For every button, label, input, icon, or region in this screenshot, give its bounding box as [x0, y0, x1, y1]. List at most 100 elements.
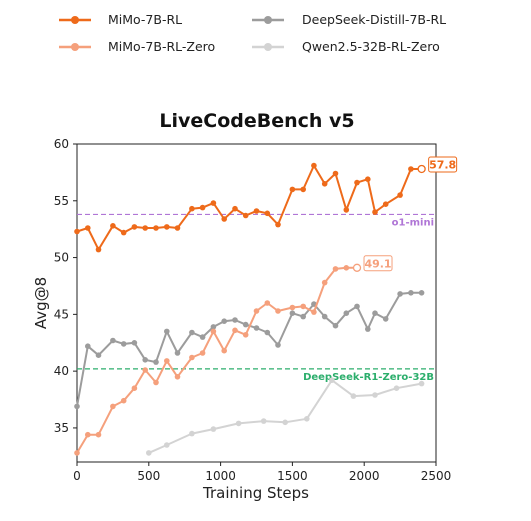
x-tick-label-5: 2500 [421, 469, 452, 483]
series-2-point [221, 318, 227, 325]
y-tick-label-5: 60 [54, 137, 69, 151]
series-1-point [142, 367, 148, 373]
series-0-point [289, 186, 296, 193]
x-tick-label-2: 1000 [205, 469, 236, 483]
series-1-point [153, 379, 159, 386]
series-0-end-label: 57.8 [429, 158, 456, 171]
series-2-point [253, 325, 260, 331]
reference-label-0: o1-mini [392, 217, 434, 228]
series-3-point [304, 416, 310, 422]
series-0-point [275, 221, 281, 228]
series-0-point [365, 176, 371, 182]
series-0-point [382, 201, 389, 207]
series-0-point [242, 212, 249, 219]
series-line-1 [76, 266, 357, 454]
series-2-point [210, 324, 217, 330]
y-axis-label: Avg@8 [32, 277, 50, 329]
series-0-point [397, 192, 403, 198]
series-3-point [146, 450, 152, 456]
series-0-point [321, 181, 328, 187]
series-3-point [329, 377, 335, 384]
series-2-point [74, 403, 80, 410]
series-3-point [418, 380, 425, 387]
series-0-point [142, 225, 148, 231]
ticks-layer: 0 500 1000 1500 2000 2500 35 40 45 50 55 60 [54, 137, 452, 483]
plot-frame [76, 143, 437, 463]
end-labels: 57.8 49.1 [352, 156, 458, 272]
series-2-point [85, 343, 91, 350]
series-1-point [110, 403, 116, 410]
series-0-point [95, 246, 102, 253]
series-0-end-marker [417, 164, 426, 174]
series-0-point [174, 225, 181, 231]
series-1-point [253, 308, 260, 314]
series-1-point [74, 450, 80, 456]
series-2-point [354, 303, 360, 310]
legend-label-3: Qwen2.5-32B-RL-Zero [302, 39, 440, 54]
series-2-point [164, 328, 170, 335]
series-1-point [275, 308, 281, 314]
series-3 [146, 377, 425, 456]
series-0-point [120, 229, 127, 236]
legend-marker-0 [71, 16, 79, 24]
series-2-point [332, 322, 339, 329]
series-line-3 [148, 379, 422, 454]
series-0-point [153, 225, 159, 231]
x-axis-label: Training Steps [202, 484, 309, 502]
series-1-point [321, 279, 328, 286]
legend-marker-1 [71, 43, 79, 51]
series-2-point [418, 290, 425, 296]
series-0-point [199, 204, 206, 211]
series-0-point [300, 186, 307, 193]
series-2-point [110, 337, 116, 344]
series-1-point [242, 332, 249, 338]
series-0-point [354, 179, 360, 186]
legend-label-0: MiMo-7B-RL [108, 12, 182, 27]
series-2-point [365, 326, 371, 332]
series-2-point [382, 316, 389, 322]
series-0-point [253, 208, 260, 214]
series-0 [74, 162, 425, 253]
series-1-point [264, 300, 271, 306]
reference-lines: o1-mini DeepSeek-R1-Zero-32B [77, 213, 436, 383]
series-2-point [189, 329, 195, 336]
series-2-point [242, 321, 249, 328]
series-2-point [174, 350, 181, 356]
y-tick-label-2: 45 [54, 307, 69, 321]
series-0-point [164, 224, 170, 230]
series-3-point [189, 430, 195, 437]
legend-entry-0: MiMo-7B-RL [59, 12, 182, 27]
series-1-point [300, 303, 307, 310]
series-2-point [142, 357, 148, 363]
series-2-point [397, 291, 403, 297]
series-1-point [131, 385, 138, 392]
series-1-end-label: 49.1 [364, 257, 391, 270]
x-tick-label-4: 2000 [349, 469, 380, 483]
series-2-point [321, 313, 328, 320]
series-2-point [264, 329, 271, 336]
series-1-point [199, 350, 206, 356]
series-2-point [120, 341, 127, 347]
series-3-point [372, 392, 378, 398]
series-0-point [221, 216, 227, 222]
legend-marker-3 [264, 43, 272, 51]
reference-label-1: DeepSeek-R1-Zero-32B [303, 372, 434, 383]
series-0-point [408, 166, 414, 172]
series-1-end-marker [352, 263, 362, 272]
series-1-point [189, 354, 195, 361]
series-1-end-label-box [363, 255, 393, 272]
series-1-point [332, 266, 339, 272]
series-0-point [189, 205, 195, 212]
legend-label-1: MiMo-7B-RL-Zero [108, 39, 215, 54]
series-0-point [372, 209, 378, 215]
series-0-point [131, 224, 138, 230]
series-2-point [95, 352, 102, 359]
y-tick-label-3: 50 [54, 251, 69, 265]
series-0-point [264, 210, 271, 217]
series-0-point [210, 200, 217, 206]
series-1-point [210, 328, 217, 335]
series-2-point [372, 310, 378, 317]
series-3-point [393, 385, 400, 392]
legend: MiMo-7B-RL MiMo-7B-RL-Zero DeepSeek-Dist… [59, 12, 446, 54]
